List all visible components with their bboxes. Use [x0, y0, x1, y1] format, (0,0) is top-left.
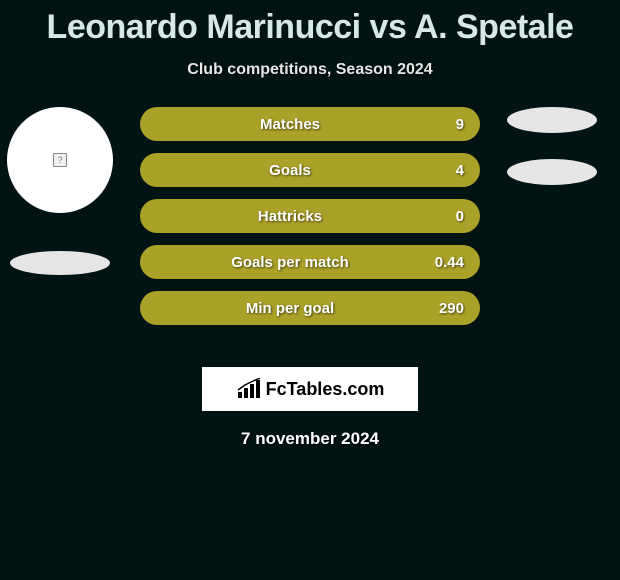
stat-value: 4	[424, 162, 464, 179]
stat-value: 9	[424, 116, 464, 133]
avatar-left: ?	[7, 107, 113, 213]
stat-bar: Goals per match0.44	[140, 245, 480, 279]
stat-value: 290	[424, 300, 464, 317]
stat-label: Goals	[156, 162, 424, 179]
stat-label: Matches	[156, 116, 424, 133]
stat-bars: Matches9Goals4Hattricks0Goals per match0…	[140, 107, 480, 337]
fctables-logo[interactable]: FcTables.com	[202, 367, 418, 411]
avatar-shadow-left	[10, 251, 110, 275]
stat-bar: Min per goal290	[140, 291, 480, 325]
logo-text: FcTables.com	[266, 379, 385, 400]
stat-bar: Hattricks0	[140, 199, 480, 233]
stat-label: Hattricks	[156, 208, 424, 225]
player-right	[502, 107, 602, 211]
stat-label: Goals per match	[156, 254, 424, 271]
comparison-stage: ? Matches9 Goals4 Hattricks0 Goals per matc…	[0, 107, 620, 367]
subtitle: Club competitions, Season 2024	[0, 61, 620, 79]
stat-bar: Goals4	[140, 153, 480, 187]
stat-bar: Matches9	[140, 107, 480, 141]
date-text: 7 november 2024	[0, 429, 620, 449]
avatar-shadow-right-2	[507, 159, 597, 185]
stat-value: 0.44	[424, 254, 464, 271]
page-title: Leonardo Marinucci vs A. Spetale	[0, 0, 620, 47]
avatar-shadow-right-1	[507, 107, 597, 133]
player-left: ?	[0, 107, 120, 275]
bar-chart-icon	[236, 378, 262, 400]
stat-value: 0	[424, 208, 464, 225]
stat-label: Min per goal	[156, 300, 424, 317]
avatar-placeholder-icon: ?	[53, 153, 67, 167]
